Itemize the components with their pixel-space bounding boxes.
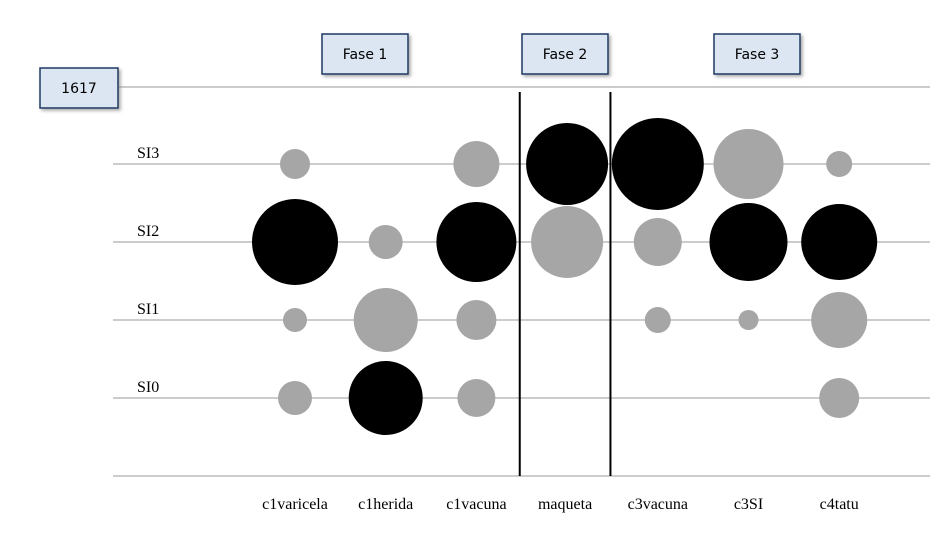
y-label: SI3 bbox=[137, 145, 159, 162]
bubble bbox=[826, 151, 853, 177]
bubble bbox=[811, 292, 868, 348]
bubble bbox=[283, 308, 307, 332]
bubble bbox=[457, 379, 496, 417]
bubble bbox=[738, 310, 759, 330]
bubble bbox=[368, 225, 403, 259]
bubble bbox=[436, 202, 517, 282]
bubble bbox=[353, 288, 418, 352]
bubble bbox=[348, 361, 423, 435]
x-label: maqueta bbox=[538, 496, 592, 513]
x-label: c3SI bbox=[734, 496, 763, 513]
bubble bbox=[644, 307, 671, 333]
bubble bbox=[526, 123, 609, 205]
bubble bbox=[252, 199, 338, 285]
y-label: SI2 bbox=[137, 223, 159, 240]
id-label: 1617 bbox=[61, 81, 97, 97]
bubble bbox=[456, 300, 497, 340]
bubble bbox=[633, 218, 682, 266]
x-label: c1varicela bbox=[262, 496, 328, 513]
y-label: SI0 bbox=[137, 379, 159, 396]
x-label: c1herida bbox=[358, 496, 413, 513]
phase-box bbox=[713, 33, 801, 75]
id-box bbox=[39, 67, 119, 109]
bubble bbox=[531, 206, 604, 278]
x-label: c3vacuna bbox=[628, 496, 688, 513]
y-label: SI1 bbox=[137, 301, 159, 318]
bubble bbox=[713, 129, 784, 199]
bubble bbox=[611, 118, 704, 210]
x-label: c4tatu bbox=[820, 496, 859, 513]
phase-label: Fase 3 bbox=[735, 47, 780, 63]
bubble bbox=[453, 141, 500, 187]
phase-label: Fase 1 bbox=[343, 47, 388, 63]
x-label: c1vacuna bbox=[446, 496, 506, 513]
bubble bbox=[819, 378, 860, 418]
bubble bbox=[801, 204, 878, 280]
bubble bbox=[709, 203, 788, 281]
phase-box bbox=[321, 33, 409, 75]
bubble bbox=[280, 149, 310, 179]
phase-label: Fase 2 bbox=[543, 47, 588, 63]
bubble bbox=[278, 381, 312, 415]
phase-box bbox=[521, 33, 609, 75]
